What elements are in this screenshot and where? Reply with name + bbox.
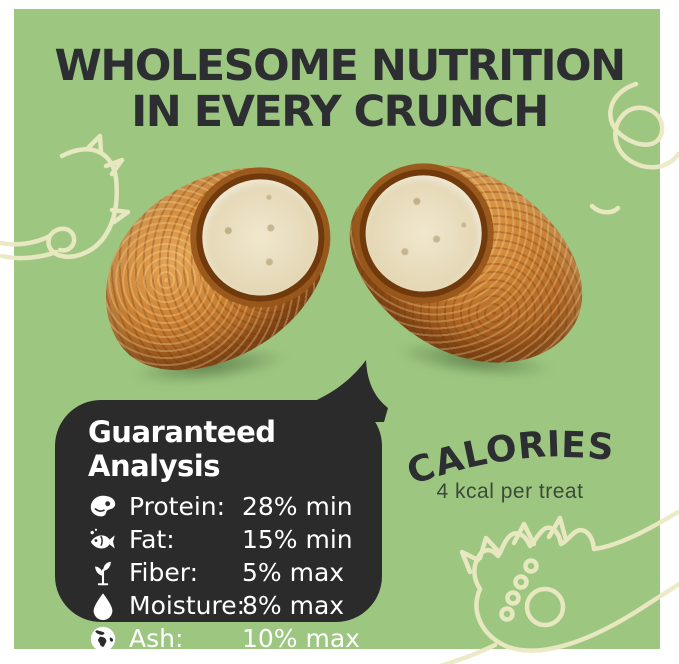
analysis-row-fat: Fat: 15% min bbox=[88, 523, 382, 556]
analysis-value: 10% max bbox=[242, 624, 360, 653]
analysis-row-protein: Protein: 28% min bbox=[88, 490, 382, 523]
droplet-icon bbox=[88, 591, 118, 621]
analysis-label: Protein: bbox=[129, 492, 226, 521]
headline-line-1: WHOLESOME NUTRITION bbox=[54, 41, 626, 91]
headline: WHOLESOME NUTRITION IN EVERY CRUNCH bbox=[0, 41, 679, 137]
analysis-value: 15% min bbox=[242, 525, 353, 554]
analysis-value: 8% max bbox=[242, 591, 345, 620]
analysis-label: Fat: bbox=[129, 525, 175, 554]
analysis-label: Ash: bbox=[129, 624, 184, 653]
analysis-row-ash: Ash: 10% max bbox=[88, 622, 382, 655]
meat-icon bbox=[88, 492, 118, 522]
analysis-value: 5% max bbox=[242, 558, 345, 587]
analysis-row-fiber: Fiber: 5% max bbox=[88, 556, 382, 589]
plant-icon bbox=[88, 558, 118, 588]
globe-icon bbox=[88, 624, 118, 654]
analysis-label: Fiber: bbox=[129, 558, 199, 587]
analysis-label: Moisture: bbox=[129, 591, 246, 620]
calories-subtitle: 4 kcal per treat bbox=[436, 480, 584, 503]
headline-line-2: IN EVERY CRUNCH bbox=[131, 86, 549, 137]
guaranteed-analysis-bubble: Guaranteed Analysis Protein: 28% min Fat… bbox=[55, 400, 382, 653]
analysis-value: 28% min bbox=[242, 492, 353, 521]
analysis-row-moisture: Moisture: 8% max bbox=[88, 589, 382, 622]
fish-icon bbox=[88, 525, 118, 555]
analysis-title: Guaranteed Analysis bbox=[88, 415, 276, 483]
